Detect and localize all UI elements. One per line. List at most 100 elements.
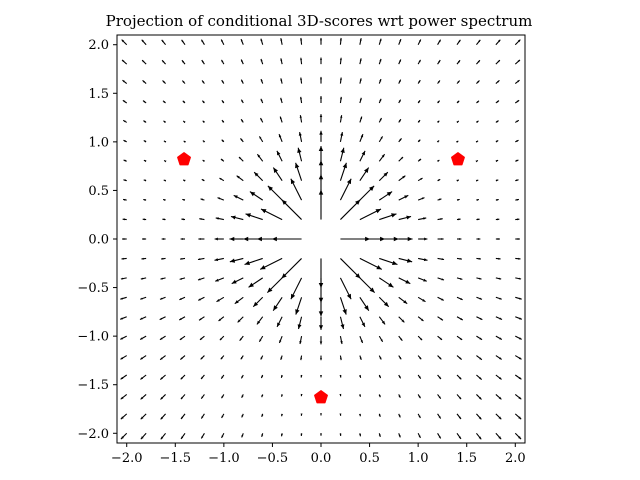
vector-arrow bbox=[476, 335, 483, 341]
vector-arrow bbox=[475, 39, 481, 46]
vector-arrow bbox=[359, 78, 362, 84]
vector-arrow bbox=[495, 432, 502, 440]
vector-arrow bbox=[300, 393, 303, 397]
vector-arrow bbox=[241, 394, 244, 398]
vector-arrow bbox=[417, 39, 422, 45]
y-tick-label: 1.0 bbox=[88, 135, 109, 150]
vector-arrow bbox=[475, 140, 479, 143]
vector-arrow bbox=[140, 277, 147, 280]
vector-arrow bbox=[437, 277, 445, 281]
vector-arrow bbox=[141, 59, 147, 65]
vector-arrow bbox=[398, 138, 402, 143]
vector-arrow bbox=[300, 374, 303, 378]
vector-arrow bbox=[437, 59, 441, 65]
vector-arrow bbox=[379, 257, 398, 266]
vector-arrow bbox=[437, 394, 442, 400]
vector-arrow bbox=[339, 178, 352, 201]
vector-arrow bbox=[378, 335, 384, 343]
vector-arrow bbox=[515, 218, 520, 221]
vector-arrow bbox=[398, 236, 413, 242]
vector-arrow bbox=[339, 96, 342, 104]
vector-arrow bbox=[339, 277, 352, 300]
vector-arrow bbox=[220, 374, 225, 379]
vector-arrow bbox=[245, 213, 263, 221]
vector-arrow bbox=[515, 139, 519, 143]
vector-arrow bbox=[359, 296, 370, 311]
vector-arrow bbox=[181, 39, 186, 46]
vector-arrow bbox=[398, 215, 412, 221]
vector-arrow bbox=[201, 80, 205, 84]
vector-arrow bbox=[159, 296, 166, 300]
vector-arrow bbox=[143, 120, 147, 123]
vector-arrow bbox=[437, 100, 441, 104]
vector-arrow bbox=[398, 118, 402, 123]
vector-arrow bbox=[200, 39, 205, 45]
vector-arrow bbox=[398, 277, 411, 285]
vector-arrow bbox=[417, 177, 423, 182]
vector-arrow bbox=[456, 374, 462, 380]
vector-arrow bbox=[340, 258, 361, 279]
vector-arrow bbox=[456, 277, 463, 280]
vector-arrow bbox=[398, 374, 402, 379]
vector-arrow bbox=[229, 257, 244, 263]
vector-arrow bbox=[299, 115, 303, 123]
vector-arrow bbox=[398, 335, 403, 342]
vector-arrow bbox=[201, 178, 205, 182]
vector-arrow bbox=[200, 413, 205, 419]
vector-arrow bbox=[476, 218, 480, 221]
vector-arrow bbox=[398, 433, 401, 438]
vector-arrow bbox=[120, 374, 128, 380]
vector-arrow bbox=[339, 115, 343, 123]
vector-arrow bbox=[159, 374, 166, 380]
vector-arrow bbox=[234, 296, 244, 305]
vector-arrow bbox=[495, 218, 500, 221]
vector-arrow bbox=[297, 316, 303, 330]
vector-arrow bbox=[249, 191, 264, 201]
vector-arrow bbox=[339, 413, 342, 416]
vector-arrow bbox=[495, 257, 501, 260]
vector-arrow bbox=[199, 335, 205, 341]
vector-arrow bbox=[123, 179, 127, 182]
vector-arrow bbox=[514, 79, 520, 85]
vector-arrow bbox=[339, 37, 342, 45]
vector-arrow bbox=[281, 199, 302, 220]
vector-arrow bbox=[339, 433, 342, 436]
vector-arrow bbox=[398, 316, 405, 323]
x-tick-label: 1.0 bbox=[408, 451, 429, 466]
vector-arrow bbox=[319, 336, 323, 345]
vector-arrow bbox=[359, 150, 366, 162]
vector-arrow bbox=[271, 236, 302, 242]
vector-arrow bbox=[143, 140, 147, 143]
vector-arrow bbox=[180, 355, 186, 360]
marker-point bbox=[451, 152, 465, 166]
vector-arrow bbox=[162, 218, 166, 221]
vector-arrow bbox=[437, 39, 442, 45]
vector-arrow bbox=[260, 374, 264, 379]
vector-arrow bbox=[280, 78, 283, 84]
vector-arrow bbox=[476, 355, 483, 361]
vector-arrow bbox=[495, 159, 499, 163]
vector-arrow bbox=[197, 257, 205, 261]
vector-arrow bbox=[197, 277, 205, 281]
vector-arrow bbox=[240, 374, 244, 379]
vector-arrow bbox=[417, 316, 424, 322]
vector-arrow bbox=[417, 139, 421, 143]
vector-arrow bbox=[122, 238, 127, 240]
vector-arrow bbox=[120, 296, 127, 300]
vector-arrow bbox=[476, 100, 480, 104]
vector-arrow bbox=[456, 335, 463, 341]
vector-arrow bbox=[278, 133, 283, 143]
vector-arrow bbox=[280, 97, 283, 104]
vector-arrow bbox=[378, 277, 394, 288]
vector-arrow bbox=[456, 432, 462, 440]
vector-arrow bbox=[140, 413, 147, 420]
vector-arrow bbox=[378, 191, 393, 201]
vector-arrow bbox=[515, 335, 522, 340]
vector-arrow bbox=[437, 238, 444, 240]
vector-arrow bbox=[417, 394, 421, 399]
vector-arrow bbox=[260, 58, 264, 65]
vector-arrow bbox=[219, 335, 225, 341]
vector-arrow bbox=[515, 316, 522, 320]
vector-arrow bbox=[276, 150, 283, 162]
